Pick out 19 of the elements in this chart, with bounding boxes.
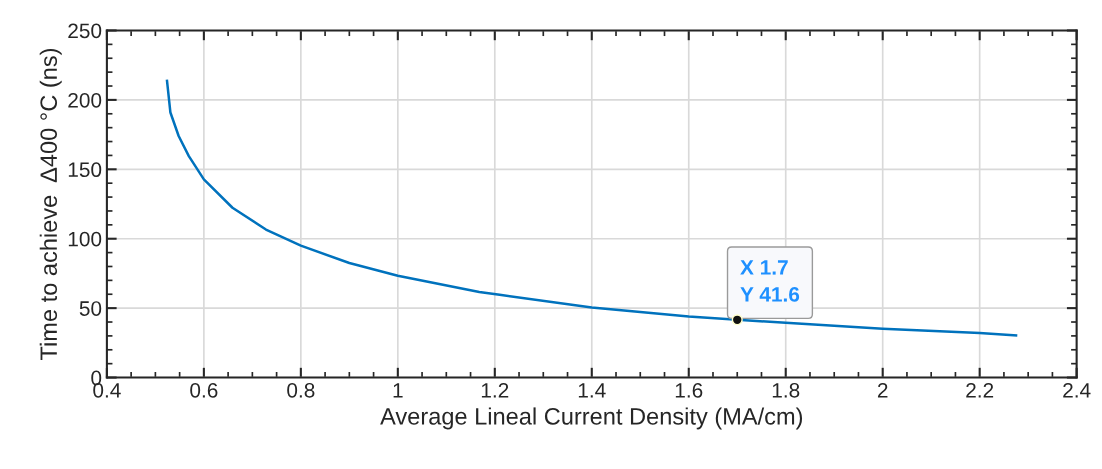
y-tick-label: 200	[68, 92, 102, 108]
y-tick-label: 150	[68, 162, 102, 178]
x-tick-label: 1.8	[772, 382, 800, 398]
y-tick-label: 100	[68, 231, 102, 247]
x-tick-label: 1.2	[481, 382, 509, 398]
y-tick-label: 250	[68, 23, 102, 39]
annotation: X 1.7 Y 41.6	[740, 260, 800, 302]
x-tick-label: 2.4	[1063, 382, 1091, 398]
x-tick-label: 1	[393, 383, 403, 398]
line-series	[165, 79, 1018, 337]
x-tick-label: 1.4	[578, 383, 606, 398]
y-axis-title: Time to achieve Δ400 °C (ns)	[39, 48, 62, 360]
x-axis-title: Average Lineal Current Density (MA/cm)	[380, 407, 803, 430]
x-tick-label: 2.2	[966, 382, 994, 398]
x-tick-label: 0.6	[190, 382, 218, 398]
x-tick-label: 2	[877, 382, 888, 398]
x-tick-label: 1.6	[675, 382, 703, 398]
y-tick-label: 50	[79, 301, 102, 316]
x-tick-label: 0.8	[287, 382, 315, 398]
